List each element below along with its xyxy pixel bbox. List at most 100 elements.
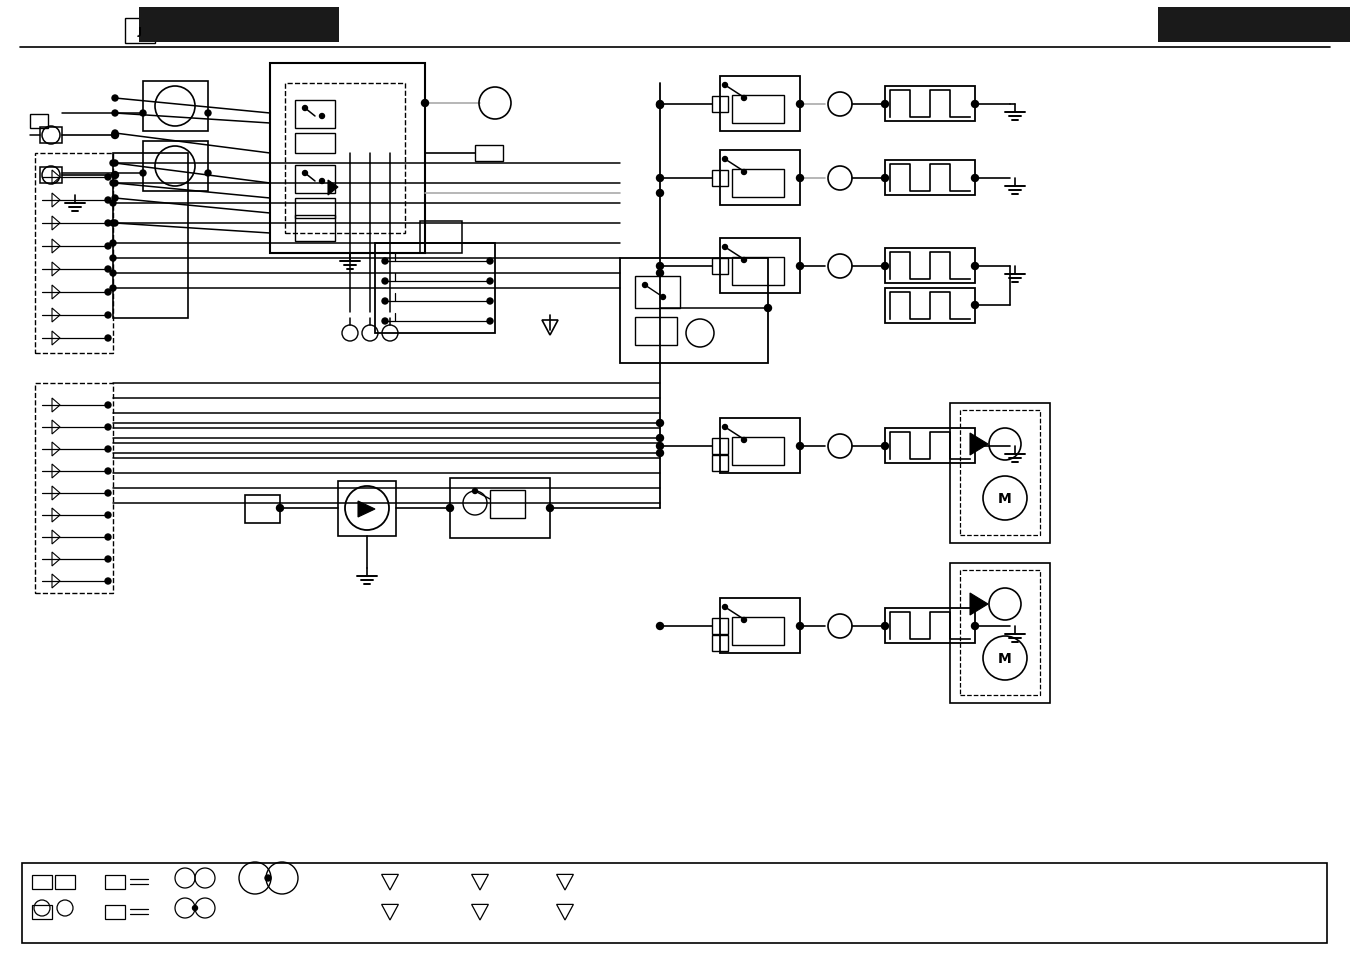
Circle shape: [421, 100, 428, 108]
Circle shape: [972, 263, 979, 271]
Circle shape: [796, 263, 803, 271]
Bar: [950, 403, 1050, 543]
Circle shape: [109, 181, 116, 187]
Bar: [296, 166, 335, 193]
Circle shape: [105, 535, 111, 540]
Circle shape: [140, 111, 146, 117]
Bar: [139, 8, 339, 43]
Bar: [711, 258, 728, 274]
Bar: [711, 618, 728, 635]
Polygon shape: [358, 501, 375, 517]
Text: M: M: [998, 651, 1012, 665]
Circle shape: [722, 245, 728, 251]
Polygon shape: [971, 594, 988, 616]
Bar: [143, 82, 208, 132]
Circle shape: [972, 623, 979, 630]
Circle shape: [656, 443, 663, 450]
Bar: [720, 239, 801, 294]
Circle shape: [722, 157, 728, 162]
Circle shape: [109, 161, 116, 167]
Circle shape: [643, 283, 648, 288]
Bar: [886, 87, 975, 122]
Circle shape: [722, 605, 728, 610]
Bar: [420, 222, 462, 253]
Circle shape: [547, 505, 553, 512]
Circle shape: [382, 318, 387, 325]
Text: J: J: [138, 27, 142, 37]
Circle shape: [656, 175, 663, 182]
Bar: [285, 84, 405, 233]
Bar: [732, 257, 784, 286]
Circle shape: [487, 298, 493, 305]
Bar: [711, 171, 728, 187]
Bar: [634, 317, 676, 346]
Bar: [450, 478, 549, 538]
Circle shape: [741, 171, 747, 175]
Circle shape: [109, 271, 116, 276]
Circle shape: [105, 267, 111, 273]
Bar: [40, 168, 62, 184]
Circle shape: [660, 295, 666, 300]
Bar: [720, 418, 801, 474]
Circle shape: [972, 302, 979, 309]
Circle shape: [656, 435, 663, 442]
Bar: [720, 598, 801, 654]
Circle shape: [487, 258, 493, 265]
Bar: [375, 244, 495, 334]
Circle shape: [109, 286, 116, 292]
Circle shape: [722, 84, 728, 89]
Circle shape: [105, 491, 111, 497]
Circle shape: [302, 172, 308, 176]
Circle shape: [741, 96, 747, 101]
Bar: [634, 276, 680, 309]
Circle shape: [320, 114, 324, 119]
Bar: [40, 128, 62, 144]
Bar: [732, 437, 784, 465]
Bar: [711, 97, 728, 112]
Circle shape: [722, 425, 728, 430]
Circle shape: [105, 244, 111, 250]
Circle shape: [764, 305, 771, 313]
Circle shape: [972, 101, 979, 109]
Circle shape: [972, 443, 979, 450]
Circle shape: [656, 271, 663, 277]
Circle shape: [796, 443, 803, 450]
Circle shape: [205, 171, 211, 177]
Circle shape: [105, 313, 111, 318]
Circle shape: [193, 905, 197, 910]
Circle shape: [105, 174, 111, 181]
Bar: [720, 77, 801, 132]
Circle shape: [882, 101, 888, 109]
Bar: [950, 563, 1050, 703]
Circle shape: [105, 557, 111, 562]
Circle shape: [972, 175, 979, 182]
Bar: [338, 481, 396, 537]
Bar: [732, 170, 784, 198]
Circle shape: [277, 505, 284, 512]
Circle shape: [140, 171, 146, 177]
Bar: [490, 491, 525, 518]
Polygon shape: [328, 181, 338, 195]
Circle shape: [796, 623, 803, 630]
Circle shape: [112, 96, 117, 102]
Bar: [711, 456, 728, 472]
Bar: [296, 101, 335, 129]
Circle shape: [112, 172, 119, 179]
Circle shape: [105, 402, 111, 409]
Circle shape: [656, 102, 663, 110]
Bar: [296, 133, 335, 153]
Circle shape: [447, 505, 454, 512]
Circle shape: [105, 447, 111, 453]
Bar: [732, 618, 784, 645]
Bar: [32, 875, 53, 889]
Circle shape: [656, 450, 663, 457]
Circle shape: [105, 513, 111, 518]
Bar: [886, 429, 975, 463]
Bar: [30, 115, 49, 129]
Circle shape: [656, 191, 663, 197]
Bar: [35, 153, 113, 354]
Circle shape: [302, 107, 308, 112]
Circle shape: [112, 111, 117, 117]
Circle shape: [109, 255, 116, 262]
Circle shape: [105, 578, 111, 584]
